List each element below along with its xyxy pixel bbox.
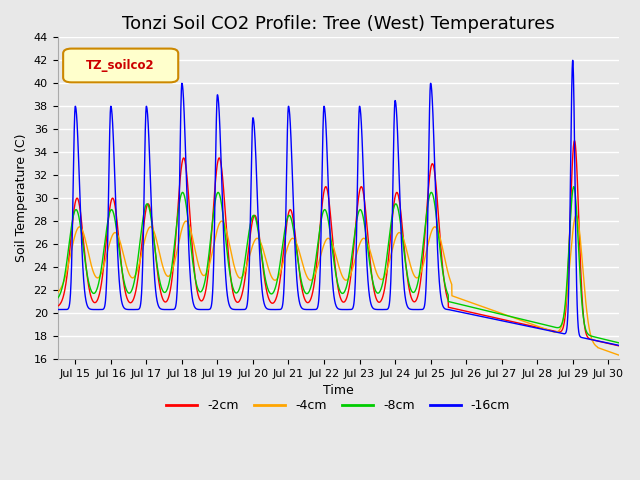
Y-axis label: Soil Temperature (C): Soil Temperature (C) <box>15 134 28 263</box>
FancyBboxPatch shape <box>63 48 178 83</box>
Legend: -2cm, -4cm, -8cm, -16cm: -2cm, -4cm, -8cm, -16cm <box>161 394 515 417</box>
Title: Tonzi Soil CO2 Profile: Tree (West) Temperatures: Tonzi Soil CO2 Profile: Tree (West) Temp… <box>122 15 555 33</box>
X-axis label: Time: Time <box>323 384 353 397</box>
Text: TZ_soilco2: TZ_soilco2 <box>86 59 155 72</box>
